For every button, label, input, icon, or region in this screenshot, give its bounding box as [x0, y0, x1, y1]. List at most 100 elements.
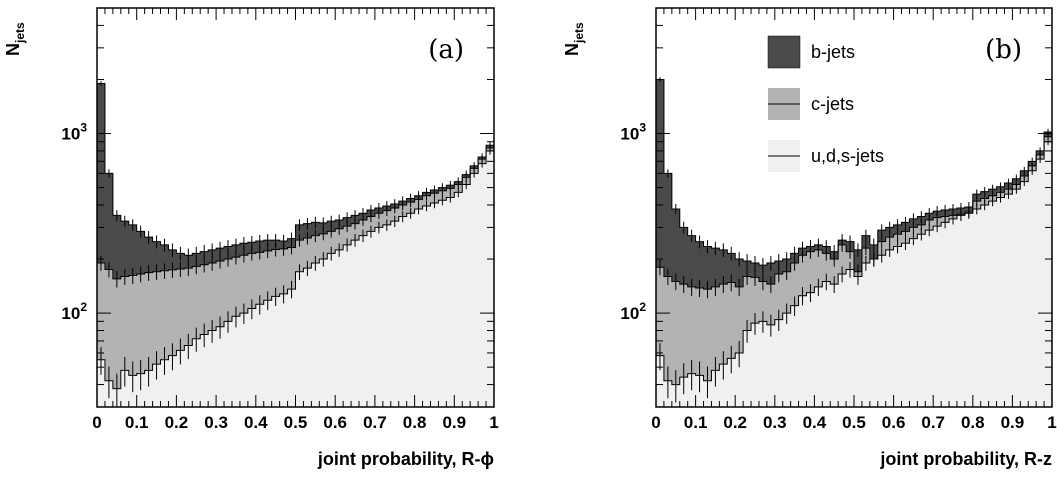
bar [869, 259, 879, 407]
bar [303, 268, 312, 407]
bar [176, 350, 185, 407]
bar [200, 334, 209, 407]
bar [311, 263, 320, 407]
y-tick-exponent: 2 [639, 300, 646, 314]
bar [1012, 189, 1021, 407]
bar [933, 226, 942, 407]
bar [382, 224, 392, 407]
bar [231, 316, 241, 407]
bar [454, 192, 463, 407]
bar [679, 284, 688, 407]
bar [224, 321, 233, 407]
bar [1036, 159, 1045, 407]
bar [1020, 181, 1029, 407]
bar [949, 218, 958, 407]
bar [782, 313, 791, 407]
x-tick-label: 1 [489, 413, 498, 432]
y-axis-title-subscript: jets [572, 22, 586, 44]
bar [176, 269, 185, 407]
bar [184, 345, 193, 407]
bar [1044, 141, 1053, 408]
bar [144, 370, 153, 407]
bar [104, 269, 114, 407]
y-tick-label: 103 [620, 121, 646, 144]
bar [656, 355, 665, 407]
legend-label: b-jets [811, 42, 855, 62]
x-tick-label: 0.5 [842, 413, 866, 432]
bar [128, 275, 137, 407]
bar [120, 370, 130, 407]
series-outlines [97, 81, 494, 407]
bar [112, 278, 122, 407]
legend-label: c-jets [811, 94, 854, 114]
bar [727, 358, 736, 407]
bar [319, 259, 328, 407]
bar [414, 208, 423, 407]
bar [160, 270, 169, 407]
bar [136, 274, 145, 407]
bar [438, 200, 447, 407]
series-u-d-s-jets [656, 141, 1053, 408]
x-tick-label: 0.6 [323, 413, 347, 432]
bar [774, 319, 784, 407]
legend-swatch [767, 35, 801, 69]
legend-label: u,d,s-jets [811, 146, 884, 166]
bar [854, 276, 863, 407]
series-outlines [656, 77, 1052, 403]
y-axis-title-subscript: jets [13, 22, 27, 44]
bar [287, 289, 296, 407]
bar [239, 313, 249, 407]
bar [703, 289, 712, 407]
bar [885, 249, 894, 407]
bar [822, 281, 831, 407]
bar [830, 284, 839, 407]
x-axis: 0 0.1 0.2 0.3 0.4 0.5 0.6 0.7 0.8 0.9 1 [92, 8, 499, 432]
x-tick-label: 0.7 [363, 413, 387, 432]
bar [335, 249, 344, 407]
bar [446, 197, 455, 407]
bar [152, 364, 161, 407]
x-tick-label: 0.1 [684, 413, 708, 432]
bar [192, 338, 201, 407]
bar [136, 373, 145, 407]
bar [656, 79, 665, 408]
panel-label: (a) [428, 35, 464, 65]
x-tick-label: 0.9 [442, 413, 466, 432]
y-axis-title: Njets [3, 22, 27, 56]
bar [160, 359, 169, 407]
x-tick-label: 1 [1047, 413, 1056, 432]
bar [671, 281, 681, 407]
legend: b-jets c-jets u,d,s-jets [767, 35, 884, 172]
bar [398, 216, 407, 407]
bar [1004, 194, 1013, 407]
bar [727, 282, 736, 407]
bar [956, 215, 966, 407]
bar [374, 227, 384, 407]
x-tick-label: 0.4 [803, 413, 827, 432]
bar [97, 83, 106, 408]
bar [695, 287, 704, 407]
bar [806, 292, 815, 407]
y-tick-label: 103 [61, 121, 87, 144]
bar [941, 222, 950, 407]
x-tick-label: 0.3 [763, 413, 787, 432]
x-tick-label: 0.4 [244, 413, 268, 432]
bar [478, 163, 487, 407]
y-tick-exponent: 2 [80, 300, 87, 314]
chart-panel-a: 0 0.1 0.2 0.3 0.4 0.5 0.6 0.7 0.8 0.9 1 102 103 joint… [3, 7, 499, 469]
bar [406, 213, 415, 407]
x-tick-label: 0.6 [882, 413, 906, 432]
y-axis-title: Njets [562, 22, 586, 56]
bar [359, 235, 368, 407]
x-tick-label: 0.8 [961, 413, 985, 432]
bar [255, 304, 265, 407]
bar [168, 355, 177, 407]
bar [687, 286, 696, 407]
bar [972, 208, 982, 407]
bar [988, 201, 997, 407]
x-tick-label: 0 [92, 413, 101, 432]
bar [766, 324, 776, 407]
y-tick-label: 102 [620, 300, 646, 323]
x-tick-label: 0.5 [284, 413, 308, 432]
